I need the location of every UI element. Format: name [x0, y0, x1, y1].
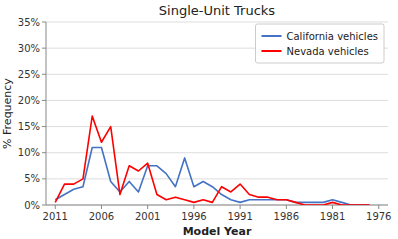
series-line: [55, 116, 369, 205]
y-tick: [42, 152, 46, 153]
grid-line: [46, 22, 388, 23]
legend-box: [256, 24, 385, 63]
grid-line: [46, 100, 388, 101]
x-tick-label: 2006: [89, 211, 114, 222]
y-tick-label: 0%: [24, 200, 40, 211]
x-tick: [378, 205, 379, 209]
title: Single-Unit Trucks: [159, 3, 276, 18]
legend-swatch: [262, 35, 282, 37]
y-tick: [42, 126, 46, 127]
y-tick: [42, 178, 46, 179]
x-tick-label: 2001: [135, 211, 160, 222]
x-tick: [286, 205, 287, 209]
legend-label: California vehicles: [287, 31, 379, 42]
x-tick-label: 1986: [274, 211, 299, 222]
x-tick: [332, 205, 333, 209]
y-tick: [42, 22, 46, 23]
chart: 0% 5% 10% 15% 20% 25% 30% 35% 2011 2006 2001 1996 19…: [0, 0, 398, 239]
x-tick: [55, 205, 56, 209]
y-tick-label: 15%: [18, 121, 40, 132]
axes: 0% 5% 10% 15% 20% 25% 30% 35% 2011 2006 2001 1996 19…: [18, 17, 392, 223]
legend-swatch: [262, 50, 282, 52]
y-tick: [42, 48, 46, 49]
y-tick-label: 5%: [24, 173, 40, 184]
x-tick: [193, 205, 194, 209]
x-tick-label: 1991: [227, 211, 252, 222]
grid-line: [46, 205, 388, 206]
y-tick-label: 30%: [18, 43, 40, 54]
y-tick-label: 20%: [18, 95, 40, 106]
y-tick-label: 25%: [18, 69, 40, 80]
x-axis-line: [46, 205, 388, 206]
x-tick-label: 1996: [181, 211, 206, 222]
x-tick-label: 1976: [366, 211, 391, 222]
legend: California vehicles Nevada vehicles: [256, 24, 385, 63]
x-tick-label: 2011: [43, 211, 68, 222]
grid-line: [46, 126, 388, 127]
y-axis-line: [46, 22, 47, 205]
y-tick-label: 10%: [18, 147, 40, 158]
x-tick-label: 1981: [320, 211, 345, 222]
series-line: [55, 147, 369, 205]
x-tick: [101, 205, 102, 209]
legend-label: Nevada vehicles: [287, 46, 369, 57]
grid-line: [46, 178, 388, 179]
plot-area: [55, 116, 369, 205]
y-tick: [42, 205, 46, 206]
y-tick: [42, 100, 46, 101]
y-axis-label: % Frequency: [1, 78, 14, 149]
grid-line: [46, 74, 388, 75]
grid: [46, 22, 388, 205]
x-tick: [240, 205, 241, 209]
y-tick: [42, 74, 46, 75]
grid-line: [46, 152, 388, 153]
x-axis-label: Model Year: [183, 225, 252, 238]
x-tick: [147, 205, 148, 209]
y-tick-label: 35%: [18, 17, 40, 28]
